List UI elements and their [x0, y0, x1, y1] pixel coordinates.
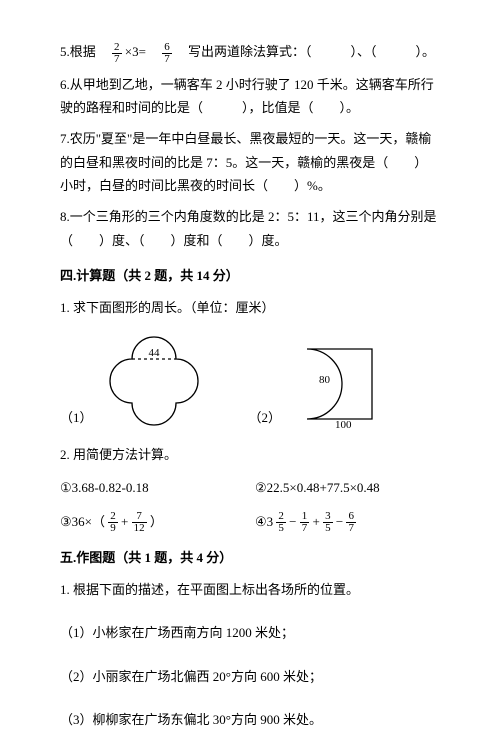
fraction-2-7: 2 7: [112, 42, 122, 65]
section-5-title: 五.作图题（共 1 题，共 4 分）: [60, 546, 440, 569]
frac-2-5: 2 5: [276, 511, 286, 534]
figure-2-svg: 80 100: [287, 339, 387, 429]
figure-1-svg: 44: [99, 329, 209, 429]
s5-sub2: （2）小丽家在广场北偏西 20°方向 600 米处；: [60, 665, 440, 688]
frac-1-7: 1 7: [300, 511, 310, 534]
calc-4: ④3 2 5 − 1 7 + 3 5 − 6 7: [255, 510, 440, 535]
question-7: 7.农历"夏至"是一年中白昼最长、黑夜最短的一天。这一天，赣榆的白昼和黑夜时间的…: [60, 127, 440, 197]
s4-q1: 1. 求下面图形的周长。（单位：厘米）: [60, 296, 440, 319]
frac-2-9: 2 9: [108, 511, 118, 534]
figure-1-box: （1） 44: [60, 329, 209, 429]
frac-6-7: 6 7: [346, 511, 356, 534]
figure-1-label: （1）: [60, 406, 93, 429]
frac-7-12: 7 12: [132, 511, 147, 534]
frac-3-5: 3 5: [323, 511, 333, 534]
calc-1: ①3.68-0.82-0.18: [60, 476, 245, 499]
q5-prefix: 5.根据: [60, 44, 109, 59]
figure-row: （1） 44 （2） 80 100: [60, 329, 440, 429]
question-6: 6.从甲地到乙地，一辆客车 2 小时行驶了 120 千米。这辆客车所行驶的路程和…: [60, 73, 440, 120]
s5-sub3: （3）柳柳家在广场东偏北 30°方向 900 米处。: [60, 708, 440, 731]
section-4-title: 四.计算题（共 2 题，共 14 分）: [60, 264, 440, 287]
s5-q1: 1. 根据下面的描述，在平面图上标出各场所的位置。: [60, 578, 440, 601]
q5-suffix: 写出两道除法算式：（ ）、（ ）。: [175, 44, 435, 59]
fig1-dim-text: 44: [148, 347, 160, 359]
question-5: 5.根据 2 7 ×3= 6 7 写出两道除法算式：（ ）、（ ）。: [60, 40, 440, 65]
s5-sub1: （1）小彬家在广场西南方向 1200 米处；: [60, 621, 440, 644]
calc-grid: ①3.68-0.82-0.18 ②22.5×0.48+77.5×0.48 ③36…: [60, 476, 440, 534]
figure-2-label: （2）: [249, 406, 282, 429]
calc-3: ③36×（ 2 9 + 7 12 ）: [60, 510, 245, 535]
calc-2: ②22.5×0.48+77.5×0.48: [255, 476, 440, 499]
fig2-w-text: 100: [335, 419, 352, 429]
question-8: 8.一个三角形的三个内角度数的比是 2：5：11，这三个内角分别是（ ）度、（ …: [60, 205, 440, 252]
fig2-h-text: 80: [319, 374, 331, 386]
s4-q2: 2. 用简便方法计算。: [60, 443, 440, 466]
fraction-6-7: 6 7: [162, 42, 172, 65]
q5-mid: ×3=: [125, 44, 159, 59]
figure-2-box: （2） 80 100: [249, 339, 388, 429]
